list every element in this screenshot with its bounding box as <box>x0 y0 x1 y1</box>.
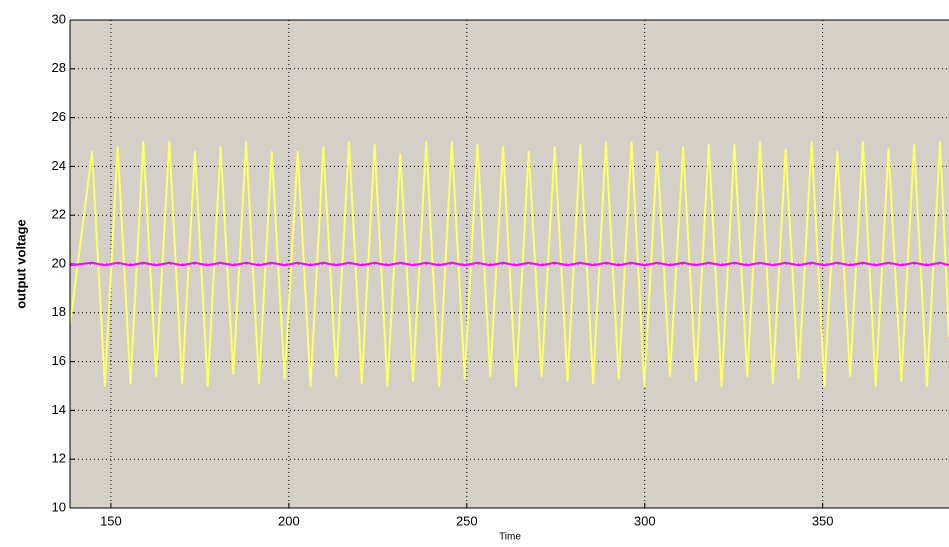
y-tick-label: 12 <box>52 451 66 466</box>
x-tick-label: 150 <box>100 513 122 528</box>
x-tick-label: 250 <box>456 513 478 528</box>
x-tick-label: 350 <box>812 513 834 528</box>
series-line <box>69 261 949 267</box>
series-line <box>69 141 949 387</box>
y-tick-label: 26 <box>52 109 66 124</box>
y-axis-label: output voltage <box>13 219 28 309</box>
y-tick-label: 24 <box>52 158 66 173</box>
y-tick-label: 10 <box>52 499 66 514</box>
y-tick-label: 28 <box>52 60 66 75</box>
y-tick-label: 18 <box>52 304 66 319</box>
x-tick-label: 200 <box>278 513 300 528</box>
x-tick-label: 300 <box>634 513 656 528</box>
y-tick-label: 20 <box>52 255 66 270</box>
x-axis-label: Time <box>499 532 521 543</box>
y-tick-label: 30 <box>52 11 66 26</box>
y-tick-label: 14 <box>52 402 66 417</box>
y-tick-label: 16 <box>52 353 66 368</box>
y-tick-label: 22 <box>52 207 66 222</box>
